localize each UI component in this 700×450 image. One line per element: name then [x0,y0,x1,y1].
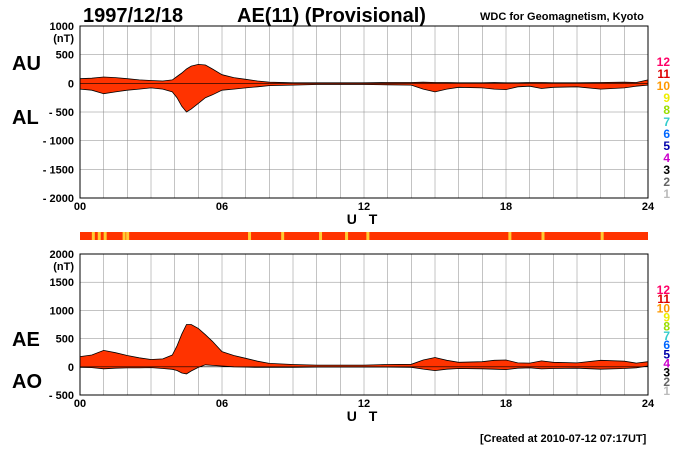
legend-item: 12 [657,283,671,297]
y-tick-label: - 1500 [43,164,74,176]
x-tick-label: 00 [74,201,86,213]
quality-mark [248,232,252,240]
legend-item: 5 [663,139,670,153]
y-tick-label: - 2000 [43,193,74,205]
plot-frame [79,25,649,199]
y-tick-label: 500 [56,334,74,346]
plot-frame [79,253,649,396]
series-line-ao [79,364,649,375]
y-tick-label: - 1000 [43,136,74,148]
y-tick-label: 2000 [50,249,74,261]
legend-item: 2 [663,175,670,189]
legend-item: 4 [663,151,670,165]
series-label-al: AL [12,107,39,129]
legend-item: 8 [663,320,670,334]
x-tick-label: 24 [642,201,655,213]
quality-bar-base [80,232,648,240]
quality-mark [541,232,545,240]
area-au-al [80,64,648,112]
x-tick-label: 06 [216,201,228,213]
quality-mark [97,232,101,240]
series-label-ae: AE [12,329,40,351]
footer-created: [Created at 2010-07-12 07:17UT] [480,433,647,445]
legend-item: 11 [657,292,670,306]
series-line-ae [79,324,649,366]
quality-mark [122,232,126,240]
y-tick-label: 1500 [50,277,74,289]
legend-item: 6 [663,338,670,352]
quality-mark [600,232,604,240]
header-source: WDC for Geomagnetism, Kyoto [480,11,644,23]
quality-mark [126,232,130,240]
y-tick-label: 1000 [50,21,74,33]
x-tick-label: 18 [500,398,512,410]
legend-item: 1 [663,187,670,201]
legend-item: 10 [657,301,671,315]
series-label-ao: AO [12,371,42,393]
quality-mark [508,232,512,240]
x-tick-label: 18 [500,201,512,213]
x-axis-title: U T [347,211,382,227]
quality-mark [281,232,285,240]
y-tick-label: 1000 [50,305,74,317]
y-tick-label: 500 [56,50,74,62]
series-line-au [79,63,649,84]
legend-item: 10 [657,79,671,93]
y-tick-label: 0 [68,362,74,374]
series-line-al [79,84,649,113]
x-tick-label: 06 [216,398,228,410]
legend-item: 4 [663,356,670,370]
legend-item: 8 [663,103,670,117]
legend-item: 5 [663,347,670,361]
header-title: AE(11) (Provisional) [237,5,426,27]
unit-label: (nT) [53,33,74,45]
legend-item: 3 [663,366,670,380]
y-tick-label: - 500 [49,107,74,119]
header-date: 1997/12/18 [83,5,183,27]
legend-item: 9 [663,91,670,105]
area-ae-ao [80,324,648,374]
quality-mark [103,232,107,240]
series-label-au: AU [12,53,41,75]
legend-item: 1 [663,384,670,398]
legend-item: 2 [663,375,670,389]
y-tick-label: 0 [68,78,74,90]
x-tick-label: 12 [358,201,370,213]
quality-bar [80,232,648,240]
legend-item: 7 [663,115,670,129]
quality-mark [91,232,95,240]
quality-mark [345,232,349,240]
legend-item: 6 [663,127,670,141]
unit-label: (nT) [53,261,74,273]
x-tick-label: 24 [642,398,655,410]
x-tick-label: 12 [358,398,370,410]
legend-item: 11 [657,67,670,81]
legend-item: 7 [663,329,670,343]
legend-item: 3 [663,163,670,177]
y-tick-label: - 500 [49,390,74,402]
quality-mark [366,232,370,240]
quality-mark [319,232,323,240]
legend-item: 12 [657,55,671,69]
x-tick-label: 00 [74,398,86,410]
x-axis-title: U T [347,408,382,424]
legend-item: 9 [663,311,670,325]
